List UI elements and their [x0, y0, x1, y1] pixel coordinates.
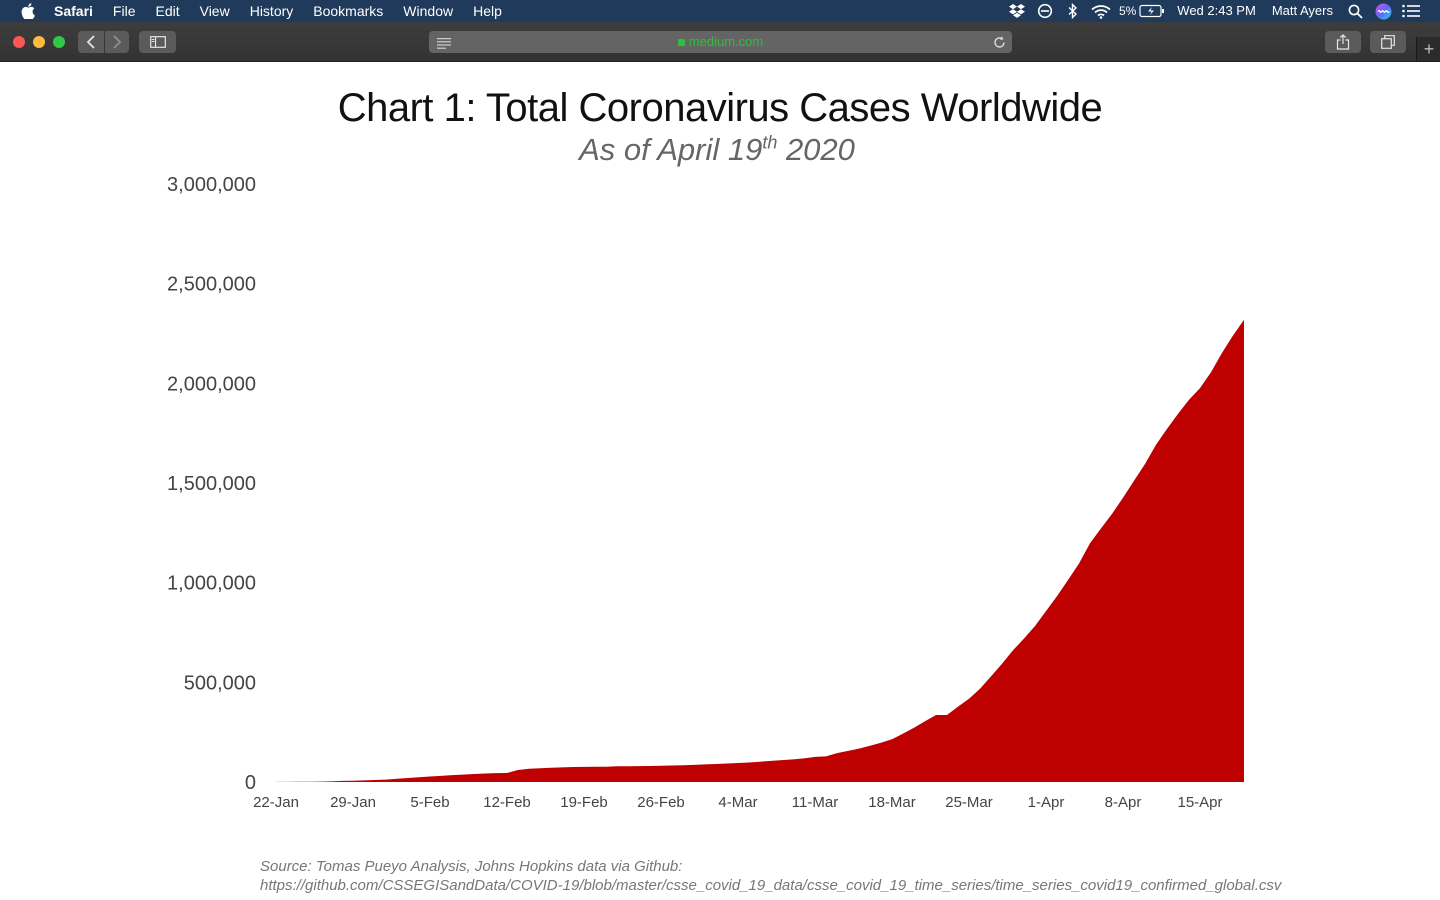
tab-overview-button[interactable]	[1370, 31, 1406, 53]
minimize-window-button[interactable]	[33, 36, 45, 48]
sidebar-icon	[149, 36, 166, 48]
y-tick-label: 2,000,000	[167, 373, 256, 395]
close-window-button[interactable]	[13, 36, 25, 48]
battery-status[interactable]: 5%	[1115, 4, 1169, 18]
chevron-left-icon	[86, 35, 95, 49]
reader-view-icon[interactable]	[437, 36, 451, 54]
battery-percent: 5%	[1118, 4, 1137, 18]
y-tick-label: 1,000,000	[167, 573, 256, 595]
new-tab-button[interactable]: +	[1416, 37, 1440, 61]
chart-source: Source: Tomas Pueyo Analysis, Johns Hopk…	[260, 857, 1281, 895]
menu-bar: Safari File Edit View History Bookmarks …	[0, 0, 1440, 22]
menu-safari[interactable]: Safari	[54, 3, 93, 19]
subtitle-text: As of April 19	[579, 132, 763, 167]
sidebar-toggle-button[interactable]	[139, 31, 176, 53]
do-not-disturb-icon[interactable]	[1034, 0, 1056, 22]
menubar-user[interactable]: Matt Ayers	[1271, 3, 1333, 18]
x-tick-label: 4-Mar	[718, 794, 757, 811]
menu-bookmarks[interactable]: Bookmarks	[313, 3, 384, 19]
y-axis: 0 500,000 1,000,000 1,500,000 2,000,000 2,500…	[167, 174, 256, 794]
plus-icon: +	[1423, 38, 1435, 59]
share-button[interactable]	[1325, 31, 1361, 53]
back-button[interactable]	[78, 31, 104, 53]
reload-icon[interactable]	[993, 35, 1006, 54]
x-tick-label: 19-Feb	[560, 794, 608, 811]
cases-area-series	[276, 319, 1244, 782]
url-display: medium.com	[429, 31, 1012, 53]
y-tick-label: 3,000,000	[167, 174, 256, 196]
y-tick-label: 2,500,000	[167, 274, 256, 296]
bluetooth-icon[interactable]	[1062, 0, 1084, 22]
menu-view[interactable]: View	[199, 3, 230, 19]
menu-window[interactable]: Window	[403, 3, 454, 19]
fullscreen-window-button[interactable]	[53, 36, 65, 48]
x-tick-label: 8-Apr	[1105, 794, 1142, 811]
x-tick-label: 12-Feb	[483, 794, 531, 811]
menu-help[interactable]: Help	[473, 3, 502, 19]
chart-subtitle: As of April 19th 2020	[0, 132, 1434, 168]
x-tick-label: 29-Jan	[330, 794, 376, 811]
dropbox-icon[interactable]	[1006, 0, 1028, 22]
spotlight-search-icon[interactable]	[1344, 0, 1366, 22]
secure-lock-icon	[677, 39, 685, 47]
chevron-right-icon	[113, 35, 122, 49]
browser-toolbar: medium.com	[0, 22, 1440, 62]
y-tick-label: 500,000	[184, 672, 256, 694]
x-tick-label: 11-Mar	[792, 794, 838, 811]
x-tick-label: 15-Apr	[1177, 794, 1222, 811]
forward-button[interactable]	[105, 31, 129, 53]
battery-charging-icon	[1139, 4, 1165, 18]
x-tick-label: 5-Feb	[410, 794, 449, 811]
x-tick-label: 25-Mar	[945, 794, 993, 811]
siri-icon[interactable]	[1372, 0, 1394, 22]
x-tick-label: 18-Mar	[868, 794, 916, 811]
subtitle-ordinal: th	[762, 132, 778, 153]
url-text: medium.com	[688, 34, 764, 49]
source-line-2: https://github.com/CSSEGISandData/COVID-…	[260, 877, 1282, 894]
x-tick-label: 22-Jan	[253, 794, 299, 811]
share-icon	[1336, 34, 1350, 50]
wifi-icon[interactable]	[1090, 0, 1112, 22]
chart-title: Chart 1: Total Coronavirus Cases Worldwi…	[337, 86, 1103, 130]
menu-history[interactable]: History	[249, 3, 294, 19]
subtitle-year: 2020	[777, 132, 855, 167]
x-tick-label: 26-Feb	[637, 794, 685, 811]
source-line-1: Source: Tomas Pueyo Analysis, Johns Hopk…	[260, 858, 683, 875]
menubar-clock[interactable]: Wed 2:43 PM	[1177, 3, 1256, 18]
x-tick-label: 1-Apr	[1028, 794, 1065, 811]
apple-menu-icon[interactable]	[18, 0, 38, 22]
y-tick-label: 1,500,000	[167, 473, 256, 495]
tab-overview-icon	[1381, 35, 1395, 49]
menu-file[interactable]: File	[112, 3, 136, 19]
y-tick-label: 0	[245, 772, 256, 794]
x-axis: 22-Jan 29-Jan 5-Feb 12-Feb 19-Feb 26-Feb 4-Mar…	[253, 794, 1222, 811]
address-bar[interactable]: medium.com	[429, 31, 1012, 53]
menu-edit[interactable]: Edit	[155, 3, 180, 19]
notification-center-icon[interactable]	[1400, 0, 1422, 22]
